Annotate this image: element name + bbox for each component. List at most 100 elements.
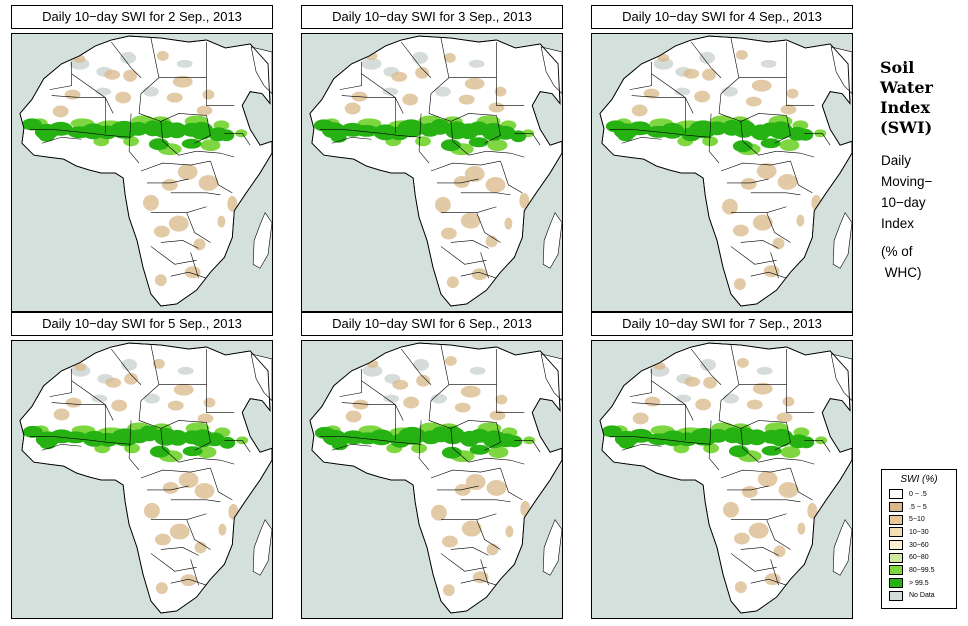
dry-patch bbox=[74, 362, 87, 371]
country-border bbox=[631, 402, 686, 405]
dry-patch bbox=[446, 276, 459, 289]
country-border bbox=[480, 252, 489, 279]
country-border bbox=[786, 349, 815, 413]
dry-patch bbox=[166, 92, 183, 103]
dry-patch bbox=[505, 525, 514, 538]
no-data-patch bbox=[121, 358, 138, 371]
country-border bbox=[776, 150, 815, 158]
no-data-patch bbox=[362, 364, 383, 377]
side-subtitle-line: Index bbox=[881, 216, 915, 231]
africa-map-svg bbox=[302, 341, 562, 618]
dry-patch bbox=[736, 357, 749, 368]
legend-item: 0 − .5 bbox=[882, 488, 956, 501]
swi-legend: SWI (%) 0 − .5 .5 − 5 5−10 10−30 30−60 6… bbox=[881, 469, 957, 609]
country-border bbox=[766, 212, 791, 243]
dry-patch bbox=[52, 105, 69, 118]
country-border bbox=[341, 95, 396, 98]
no-data-patch bbox=[760, 59, 777, 68]
dry-patch bbox=[156, 50, 169, 61]
africa-map bbox=[301, 33, 563, 312]
legend-title: SWI (%) bbox=[900, 474, 938, 485]
wet-patch bbox=[397, 119, 426, 138]
wet-patch bbox=[708, 428, 728, 443]
country-border bbox=[450, 428, 487, 463]
dry-patch bbox=[202, 89, 215, 100]
wet-patch bbox=[746, 429, 767, 446]
country-border bbox=[186, 519, 211, 550]
middle-east-landmass bbox=[250, 46, 272, 95]
dry-patch bbox=[154, 274, 167, 287]
dry-patch bbox=[168, 215, 189, 232]
country-border bbox=[440, 344, 450, 385]
moist-patch bbox=[123, 136, 140, 147]
legend-label: 60−80 bbox=[909, 554, 929, 562]
moist-patch bbox=[779, 139, 800, 152]
wet-patch bbox=[760, 138, 781, 149]
legend-label: .5 − 5 bbox=[909, 503, 927, 511]
wet-patch bbox=[797, 128, 814, 141]
dry-patch bbox=[465, 474, 486, 490]
dry-patch bbox=[632, 412, 649, 425]
dry-patch bbox=[464, 166, 485, 182]
middle-east-landmass bbox=[250, 353, 272, 402]
no-data-patch bbox=[722, 393, 739, 404]
country-border bbox=[450, 240, 489, 249]
dry-patch bbox=[796, 214, 805, 227]
swi-layer bbox=[314, 355, 536, 611]
country-border bbox=[401, 348, 432, 385]
middle-east-landmass bbox=[830, 353, 852, 402]
dry-patch bbox=[776, 412, 793, 423]
country-border bbox=[440, 553, 487, 572]
country-border bbox=[194, 422, 211, 451]
dry-patch bbox=[162, 481, 179, 494]
country-border bbox=[609, 129, 712, 138]
swi-layer bbox=[22, 358, 249, 611]
dry-patch bbox=[748, 522, 769, 539]
map-panel-1: Daily 10−day SWI for 2 Sep., 2013 bbox=[11, 5, 273, 312]
country-border bbox=[111, 348, 142, 385]
country-border bbox=[206, 42, 235, 106]
dry-patch bbox=[403, 396, 420, 409]
dry-patch bbox=[196, 105, 213, 116]
wet-patch bbox=[22, 425, 43, 438]
legend-label: 0 − .5 bbox=[909, 490, 927, 498]
moist-patch bbox=[487, 139, 508, 152]
dry-patch bbox=[443, 52, 456, 63]
country-border bbox=[750, 271, 787, 279]
africa-map bbox=[301, 340, 563, 619]
dry-patch bbox=[504, 217, 513, 230]
country-border bbox=[740, 121, 777, 156]
wet-patch bbox=[732, 140, 753, 153]
country-border bbox=[730, 246, 777, 265]
dry-patch bbox=[489, 410, 506, 421]
coastline bbox=[599, 342, 852, 614]
country-border bbox=[418, 420, 430, 471]
no-data-patch bbox=[469, 366, 486, 375]
moist-patch bbox=[703, 443, 720, 454]
no-data-patch bbox=[699, 51, 716, 64]
side-title-line: Soil bbox=[880, 58, 915, 77]
country-border bbox=[720, 467, 791, 479]
country-border bbox=[186, 212, 211, 243]
country-border bbox=[430, 467, 501, 479]
dry-patch bbox=[442, 584, 455, 597]
legend-item: 5−10 bbox=[882, 513, 956, 526]
dry-patch bbox=[392, 379, 409, 390]
panel-title: Daily 10−day SWI for 6 Sep., 2013 bbox=[301, 312, 563, 336]
country-border bbox=[170, 271, 207, 279]
country-border bbox=[500, 467, 523, 501]
country-border bbox=[428, 113, 497, 122]
country-border bbox=[708, 113, 720, 164]
dry-patch bbox=[494, 86, 507, 97]
country-border bbox=[160, 121, 197, 156]
country-border bbox=[691, 41, 722, 78]
dry-patch bbox=[461, 520, 482, 537]
no-data-patch bbox=[756, 366, 773, 375]
dry-patch bbox=[64, 89, 81, 100]
wet-patch bbox=[149, 445, 170, 458]
moist-patch bbox=[780, 446, 801, 459]
africa-map-svg bbox=[12, 34, 272, 311]
dry-patch bbox=[763, 265, 780, 278]
country-border bbox=[460, 192, 511, 196]
dry-patch bbox=[745, 96, 762, 107]
